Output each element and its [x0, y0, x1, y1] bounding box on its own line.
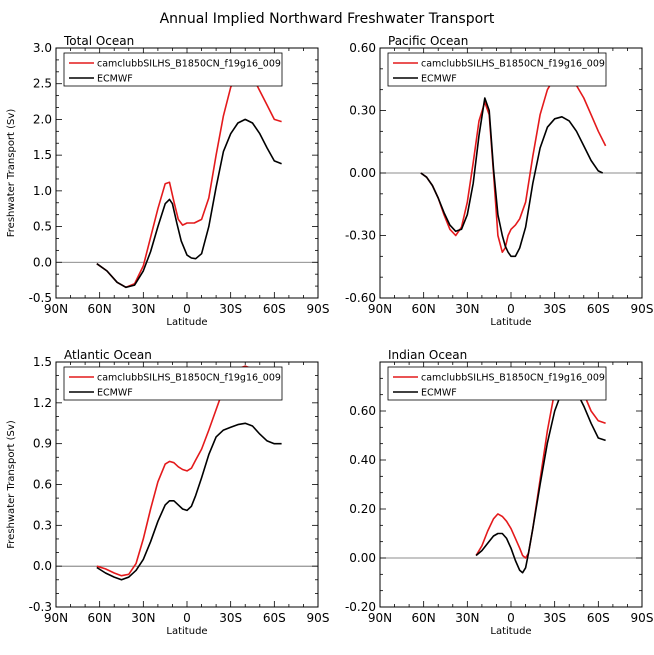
- x-tick-label: 90N: [44, 302, 68, 316]
- y-tick-label: -0.5: [29, 291, 52, 305]
- y-tick-label: 0.9: [33, 437, 52, 451]
- y-tick-label: 0.00: [349, 166, 376, 180]
- y-tick-label: 0.0: [33, 559, 52, 573]
- x-tick-label: 30S: [219, 302, 242, 316]
- legend-box: [63, 366, 283, 401]
- legend-label: ECMWF: [421, 388, 457, 399]
- x-tick-label: 60N: [88, 302, 112, 316]
- x-tick-label: 90N: [44, 611, 68, 625]
- x-tick-label: 30N: [131, 302, 155, 316]
- y-tick-label: 1.2: [33, 396, 52, 410]
- legend-label: camclubbSILHS_B1850CN_f19g16_009: [421, 59, 605, 70]
- x-tick-label: 30N: [455, 302, 479, 316]
- figure-title: Annual Implied Northward Freshwater Tran…: [160, 11, 495, 27]
- y-tick-label: 1.0: [33, 184, 52, 198]
- y-tick-label: 0.40: [349, 453, 376, 467]
- chart-panels: 90N 60N 30N 0 30S 60S 90S -0.5 0.0 0.5 1.0 1.5 2.0 2.…: [6, 34, 653, 637]
- legend-label: camclubbSILHS_B1850CN_f19g16_009: [97, 59, 281, 70]
- y-tick-label: 0.60: [349, 404, 376, 418]
- y-tick-label: 3.0: [33, 41, 52, 55]
- legend-label: ECMWF: [97, 388, 133, 399]
- legend-box: [63, 52, 283, 87]
- y-tick-label: 1.5: [33, 148, 52, 162]
- legend-label: ECMWF: [97, 74, 133, 85]
- series-line-ecmwf: [475, 385, 606, 574]
- x-tick-label: 30S: [543, 302, 566, 316]
- x-tick-label: 60S: [587, 611, 610, 625]
- x-tick-label: 60N: [88, 611, 112, 625]
- series-line-ecmwf: [420, 97, 604, 258]
- y-tick-label: 0.5: [33, 220, 52, 234]
- x-tick-label: 90N: [368, 302, 392, 316]
- x-tick-label: 60S: [263, 611, 286, 625]
- x-tick-label: 0: [183, 611, 191, 625]
- x-axis-label: Latitude: [490, 317, 531, 328]
- y-tick-label: 0.20: [349, 502, 376, 516]
- y-tick-label: 0.00: [349, 551, 376, 565]
- y-axis-label: Freshwater Transport (Sv): [6, 109, 17, 238]
- x-tick-label: 30N: [131, 611, 155, 625]
- x-tick-label: 90N: [368, 611, 392, 625]
- series-line-model: [420, 74, 607, 253]
- y-tick-label: 0.60: [349, 41, 376, 55]
- y-axis-label: Freshwater Transport (Sv): [6, 420, 17, 549]
- y-tick-label: 0.30: [349, 104, 376, 118]
- x-tick-label: 60N: [412, 302, 436, 316]
- x-tick-label: 90S: [631, 611, 654, 625]
- series-line-ecmwf: [96, 118, 282, 289]
- panel-title: Total Ocean: [63, 34, 134, 48]
- legend-label: camclubbSILHS_B1850CN_f19g16_009: [97, 373, 281, 384]
- panel-title: Atlantic Ocean: [64, 348, 152, 362]
- legend-box: [387, 52, 607, 87]
- y-tick-label: 1.5: [33, 355, 52, 369]
- x-axis-label: Latitude: [166, 626, 207, 637]
- chart-panel-3: 90N 60N 30N 0 30S 60S 90S -0.3 0.0 0.3 0.6 0.9 1.2 1.…: [6, 348, 329, 637]
- chart-panel-4: 90N 60N 30N 0 30S 60S 90S -0.20 0.00 0.20 0.40 0.60…: [345, 348, 654, 637]
- series-line-model: [96, 68, 282, 289]
- x-axis-label: Latitude: [166, 317, 207, 328]
- x-tick-label: 30S: [543, 611, 566, 625]
- x-tick-label: 60N: [412, 611, 436, 625]
- panel-title: Indian Ocean: [388, 348, 467, 362]
- chart-panel-2: 90N 60N 30N 0 30S 60S 90S -0.60 -0.30 0.00 0.30 0.6…: [345, 34, 654, 328]
- x-tick-label: 30S: [219, 611, 242, 625]
- x-tick-label: 90S: [307, 611, 330, 625]
- x-tick-label: 60S: [587, 302, 610, 316]
- legend-label: camclubbSILHS_B1850CN_f19g16_009: [421, 373, 605, 384]
- x-axis-label: Latitude: [490, 626, 531, 637]
- x-tick-label: 0: [507, 611, 515, 625]
- x-tick-label: 90S: [307, 302, 330, 316]
- y-tick-label: 0.0: [33, 255, 52, 269]
- legend-label: ECMWF: [421, 74, 457, 85]
- y-tick-label: 0.3: [33, 518, 52, 532]
- legend-box: [387, 366, 607, 401]
- y-tick-label: 2.0: [33, 112, 52, 126]
- x-tick-label: 0: [507, 302, 515, 316]
- x-tick-label: 30N: [455, 611, 479, 625]
- y-tick-label: -0.60: [345, 291, 376, 305]
- x-tick-label: 90S: [631, 302, 654, 316]
- series-line-ecmwf: [96, 422, 282, 581]
- y-tick-label: 0.6: [33, 478, 52, 492]
- y-tick-label: 2.5: [33, 77, 52, 91]
- y-tick-label: -0.3: [29, 600, 52, 614]
- chart-panel-1: 90N 60N 30N 0 30S 60S 90S -0.5 0.0 0.5 1.0 1.5 2.0 2.…: [6, 34, 329, 328]
- x-tick-label: 60S: [263, 302, 286, 316]
- y-tick-label: -0.30: [345, 229, 376, 243]
- panel-title: Pacific Ocean: [388, 34, 468, 48]
- x-tick-label: 0: [183, 302, 191, 316]
- y-tick-label: -0.20: [345, 600, 376, 614]
